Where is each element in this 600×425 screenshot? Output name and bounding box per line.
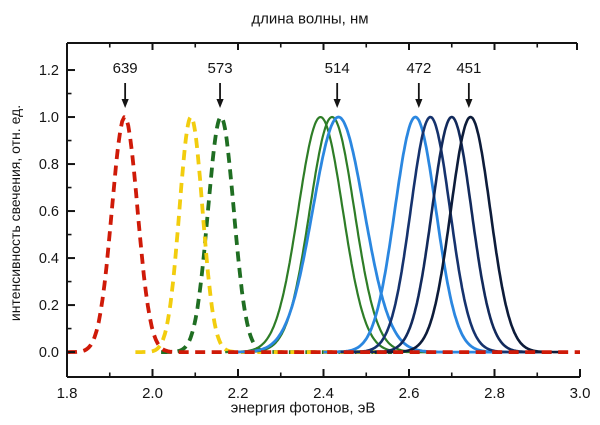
- wavelength-label-639: 639: [113, 60, 138, 77]
- wavelength-arrowhead-573: [216, 99, 224, 108]
- series-blue_solid_514: [237, 115, 508, 354]
- x-tick-label: 2.8: [484, 385, 505, 402]
- series-navy_solid_2: [352, 115, 551, 354]
- y-tick-label: 0.2: [39, 298, 59, 314]
- x-tick-label: 2.4: [313, 385, 334, 402]
- series-red_dashed_639: [67, 115, 580, 354]
- series-blue_solid_472: [322, 115, 538, 354]
- wavelength-label-514: 514: [325, 60, 350, 77]
- x-tick-label: 2.2: [228, 385, 249, 402]
- y-tick-label: 0.8: [39, 157, 59, 173]
- wavelength-label-451: 451: [456, 60, 481, 77]
- y-axis-title: интенсивность свечения, отн. ед.: [7, 104, 23, 322]
- y-tick-label: 0.6: [39, 204, 59, 220]
- series-yellow_dashed: [134, 115, 376, 354]
- wavelength-arrowhead-451: [465, 99, 473, 108]
- x-tick-label: 2.0: [142, 385, 163, 402]
- series-darknavy_solid_451: [374, 115, 564, 354]
- top-axis-title: длина волны, нм: [251, 10, 369, 28]
- x-tick-label: 1.8: [57, 385, 78, 402]
- x-axis-title: энергия фотонов, эВ: [230, 399, 376, 417]
- y-tick-label: 0.0: [39, 345, 59, 361]
- y-tick-label: 1.0: [39, 110, 59, 126]
- y-tick-label: 1.2: [39, 63, 59, 79]
- wavelength-label-472: 472: [406, 60, 431, 77]
- wavelength-arrowhead-472: [415, 99, 423, 108]
- x-tick-label: 3.0: [570, 385, 591, 402]
- x-tick-label: 2.6: [399, 385, 420, 402]
- y-tick-label: 0.4: [39, 251, 59, 267]
- wavelength-arrowhead-639: [121, 99, 129, 108]
- series-green_solid_1: [224, 116, 452, 354]
- wavelength-label-573: 573: [208, 60, 233, 77]
- wavelength-arrowhead-514: [333, 99, 341, 108]
